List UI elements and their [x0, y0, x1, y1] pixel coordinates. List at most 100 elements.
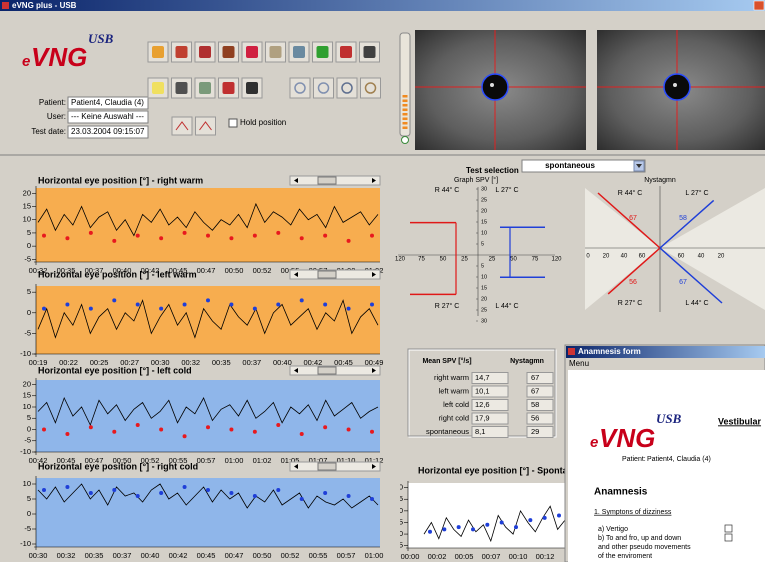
hold-checkbox[interactable] [229, 119, 237, 127]
spv-dot [42, 307, 46, 311]
x-tick-label: 00:57 [337, 551, 356, 560]
eye-position-chart: Horizontal eye position [°] - left cold2… [20, 365, 383, 465]
anamnesis-content [568, 370, 765, 562]
tool-button[interactable] [196, 117, 216, 135]
spv-dot [65, 236, 69, 240]
spv-dot [471, 527, 475, 531]
tool-button[interactable] [337, 78, 357, 98]
close-button[interactable] [754, 1, 764, 10]
row-label: spontaneous [426, 427, 469, 436]
date-label: Test date: [31, 127, 66, 136]
x-tick-label: 01:00 [365, 551, 384, 560]
x-tick-label: 50 [510, 257, 517, 263]
spv-dot [528, 518, 532, 522]
eye-position-chart: Horizontal eye position [°] - right warm… [23, 175, 384, 275]
patient-value: Patient4, Claudia (4) [71, 98, 144, 107]
spv-dot [183, 303, 187, 307]
level-button[interactable] [402, 137, 409, 144]
mean-spv: 10,1 [475, 386, 490, 395]
quadrant-label: L 44° C [495, 302, 518, 310]
title-bar [0, 0, 765, 11]
x-tick-label: 00:45 [197, 551, 216, 560]
spv-dot [206, 425, 210, 429]
x-tick-label: 25 [489, 257, 496, 263]
led [403, 127, 408, 130]
tool-icon [199, 46, 211, 58]
nystagmus-value: 67 [679, 279, 687, 286]
test-selection-label: Test selection [466, 166, 519, 175]
tool-button[interactable] [290, 78, 310, 98]
spv-dot [442, 527, 446, 531]
y-tick-label: 0 [27, 424, 31, 433]
mean-header: Mean SPV [°/s] [422, 357, 471, 365]
y-tick-label: 25 [481, 307, 487, 313]
y-tick-label: 20 [23, 188, 31, 197]
logo-badge: USB [88, 31, 114, 46]
patient-label: Patient: [39, 98, 66, 107]
x-tick-label: 00:55 [309, 551, 328, 560]
hold-label: Hold position [240, 118, 286, 127]
tool-icon [364, 46, 376, 58]
spv-dot [89, 307, 93, 311]
y-tick-label: 0 [27, 509, 31, 518]
item-b-checkbox[interactable] [725, 534, 732, 541]
item-b-line: b) To and fro, up and down [598, 535, 681, 542]
tool-icon [152, 46, 164, 58]
spv-dot [323, 491, 327, 495]
spv-dot [89, 425, 93, 429]
y-tick-label: -5 [24, 328, 31, 337]
row-label: right warm [434, 373, 469, 382]
plot-area [36, 380, 380, 452]
led [403, 122, 408, 125]
tool-icon [317, 46, 329, 58]
x-tick-label: 00:40 [141, 551, 160, 560]
spv-dot [183, 434, 187, 438]
x-tick-label: 120 [395, 257, 406, 263]
y-tick-label: 20 [481, 208, 487, 214]
item-a-checkbox[interactable] [725, 525, 732, 532]
tool-icon [223, 82, 235, 94]
x-tick-label: 00:47 [197, 266, 216, 275]
window-title: eVNG plus - USB [12, 1, 77, 10]
scroll-thumb[interactable] [318, 177, 336, 184]
logo-main: VNG [31, 42, 87, 72]
logo-e: e [22, 53, 30, 70]
row-label: left cold [443, 400, 469, 409]
scroll-thumb[interactable] [318, 271, 336, 278]
quadrant-label: R 27° C [435, 302, 460, 310]
date-value: 23.03.2004 09:15:07 [71, 127, 145, 136]
x-tick-label: 00:37 [242, 358, 261, 367]
spv-dot [159, 236, 163, 240]
spv-dot [159, 307, 163, 311]
y-tick-label: 20 [481, 296, 487, 302]
anamnesis-menu[interactable]: Menu [569, 359, 589, 368]
item-b-line: of the enviroment [598, 553, 652, 560]
mean-spv: 14,7 [475, 373, 490, 382]
row-label: left warm [439, 386, 469, 395]
anamnesis-window: Anamnesis form Menu e VNG USB Vestibular… [565, 345, 765, 562]
scroll-thumb[interactable] [318, 367, 336, 374]
y-tick-label: -5 [24, 254, 31, 263]
spv-dot [206, 298, 210, 302]
anamnesis-subsection: 1. Symptons of dizziness [594, 509, 672, 516]
spv-dot [323, 234, 327, 238]
x-tick-label: 00:52 [281, 551, 300, 560]
nystagmus-count: 67 [531, 386, 539, 395]
spv-dot [347, 428, 351, 432]
mean-spv: 17,9 [475, 413, 490, 422]
tool-icon [340, 46, 352, 58]
x-tick-label: 50 [440, 257, 447, 263]
tool-button[interactable] [314, 78, 334, 98]
spv-dot [229, 236, 233, 240]
tool-button[interactable] [172, 117, 192, 135]
scroll-thumb[interactable] [318, 463, 336, 470]
chart-title: Horizontal eye position [°] - right warm [38, 175, 203, 185]
spv-dot [428, 530, 432, 534]
tool-icon [223, 46, 235, 58]
spv-dot [300, 497, 304, 501]
spv-dot [323, 425, 327, 429]
quadrant-label: R 27° C [618, 299, 643, 307]
x-tick-label: 00:32 [57, 551, 76, 560]
tool-button[interactable] [361, 78, 381, 98]
anamnesis-patient-label: Patient: [622, 456, 646, 463]
